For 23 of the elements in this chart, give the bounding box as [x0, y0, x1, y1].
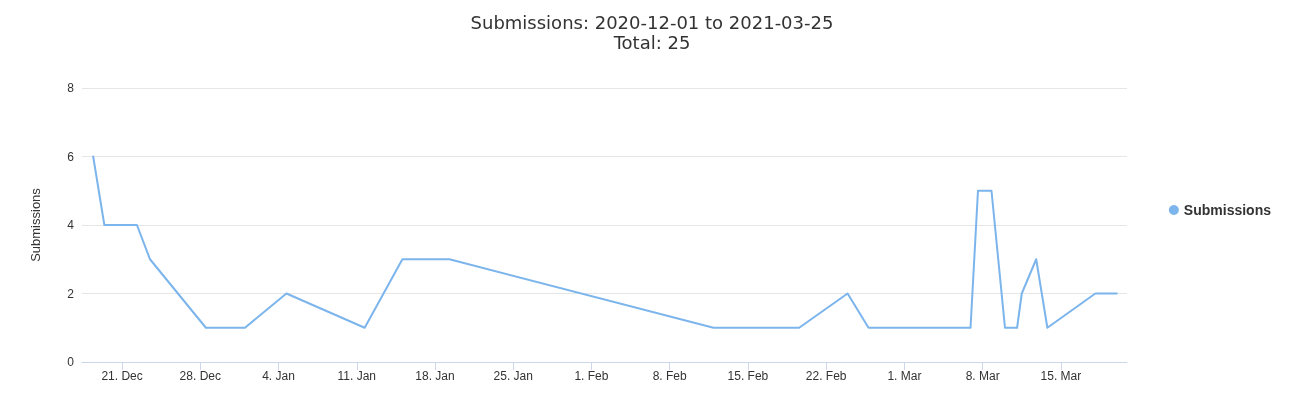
x-tick-label: 11. Jan	[337, 369, 376, 383]
x-tick-label: 22. Feb	[805, 369, 847, 383]
x-tick-label: 8. Mar	[965, 369, 1000, 383]
y-tick-label: 2	[67, 286, 75, 301]
x-tick-label: 28. Dec	[179, 369, 221, 383]
chart-subtitle: Total: 25	[612, 31, 691, 53]
x-tick-label: 4. Jan	[262, 369, 295, 383]
x-tick-label: 25. Jan	[493, 369, 533, 383]
x-tick-label: 15. Mar	[1040, 369, 1082, 383]
line-series	[92, 155, 1118, 329]
y-tick-label: 0	[67, 355, 75, 369]
x-tick-label: 18. Jan	[415, 369, 455, 383]
x-tick-label: 1. Feb	[574, 369, 609, 383]
x-tick-label: 1. Mar	[887, 369, 922, 383]
y-tick-label: 4	[67, 218, 75, 232]
chart-title: Submissions: 2020-12-01 to 2021-03-25	[470, 11, 834, 33]
x-tick-label: 8. Feb	[652, 369, 688, 383]
y-tick-label: 6	[67, 149, 75, 164]
legend-label: Submissions	[1183, 202, 1272, 218]
x-tick-label: 21. Dec	[101, 369, 143, 383]
y-axis-title: Submissions	[28, 187, 43, 262]
x-tick-label: 15. Feb	[727, 369, 769, 383]
y-tick-label: 8	[67, 81, 75, 95]
